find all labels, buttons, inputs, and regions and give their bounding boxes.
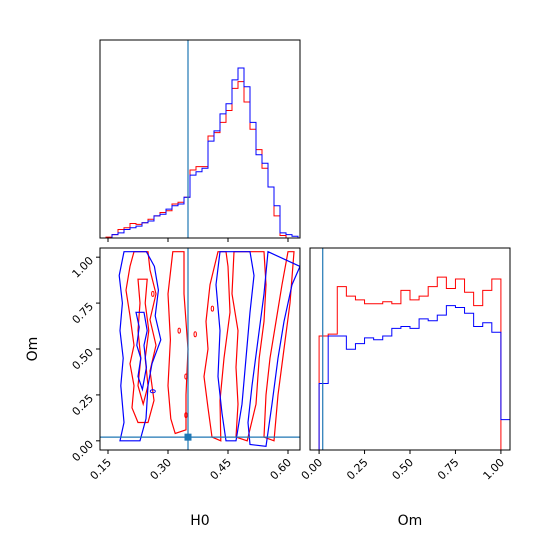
om-histogram-blue <box>310 305 510 450</box>
h0-tick-label: 0.15 <box>88 456 115 483</box>
om-y-axis-label: Om <box>25 337 41 362</box>
contour-red-3 <box>203 251 231 442</box>
h0-tick-label: 0.45 <box>208 456 235 483</box>
om-hist-tick-label: 0.50 <box>390 456 417 483</box>
om-tick-label: 0.25 <box>70 392 97 419</box>
contour-red-spot-4 <box>184 412 188 419</box>
h0-histogram-frame <box>99 39 301 239</box>
h0-tick-label: 0.60 <box>268 456 295 483</box>
contour-red-1 <box>137 278 150 407</box>
om-tick-label: 0.75 <box>70 300 97 327</box>
contour-red-5 <box>263 251 295 442</box>
h0-histogram-panel <box>99 39 301 242</box>
h0-histogram-blue <box>100 67 299 238</box>
contour-red-0 <box>125 251 157 424</box>
om-tick-label: 1.00 <box>70 254 97 281</box>
contour-red-4 <box>231 251 267 442</box>
om-tick-label: 0.00 <box>70 438 97 465</box>
contour-blue-0 <box>118 251 162 442</box>
h0-axis-label: H0 <box>190 513 209 529</box>
om-histogram-red <box>310 276 510 450</box>
contour-red-spot-0 <box>151 290 155 297</box>
om-hist-tick-label: 0.75 <box>435 456 462 483</box>
om-hist-tick-label: 1.00 <box>481 456 508 483</box>
om-tick-label: 0.50 <box>70 346 97 373</box>
om-x-axis-label: Om <box>398 513 423 529</box>
contour-blue-2 <box>215 251 255 442</box>
om-histogram-frame <box>309 247 511 451</box>
h0-om-2d-panel: 0.15 0.30 0.45 0.600.000.250.500.751.00 H0 … <box>25 247 301 529</box>
contour-red-spot-1 <box>177 327 181 334</box>
contour-blue-1 <box>135 311 148 392</box>
contour-red-spot-5 <box>193 331 197 338</box>
truth-marker <box>184 433 192 441</box>
contour-red-2 <box>167 251 189 435</box>
om-histogram-panel: 0.00 0.25 0.50 0.75 1.00 Om <box>299 247 511 529</box>
contour-blue-3 <box>247 250 300 447</box>
om-hist-tick-label: 0.00 <box>299 456 326 483</box>
contour-red-spot-3 <box>184 373 188 380</box>
contour-red-spot-2 <box>210 305 215 312</box>
h0-tick-label: 0.30 <box>148 456 175 483</box>
contour-blue-spot-0 <box>149 389 156 394</box>
om-hist-tick-label: 0.25 <box>344 456 371 483</box>
h0-histogram-red <box>100 81 298 238</box>
